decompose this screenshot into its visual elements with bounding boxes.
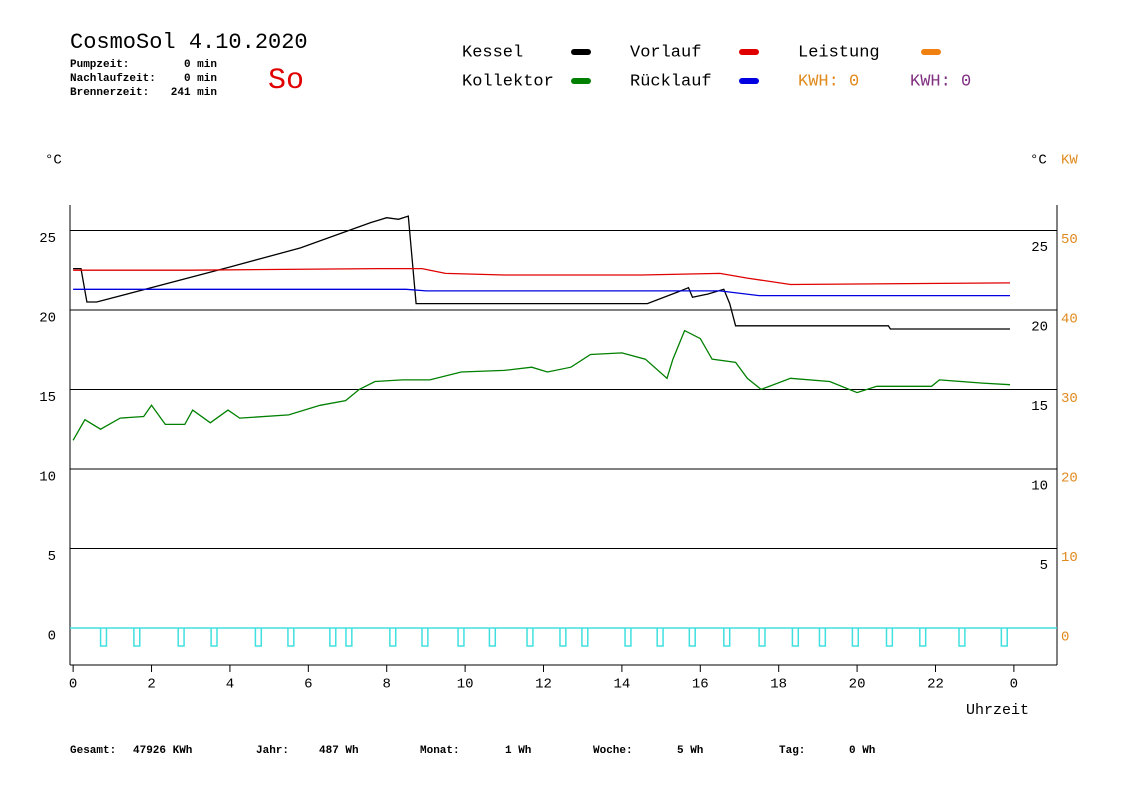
pump-pulse (1000, 627, 1008, 647)
stat-value: 0 min (184, 59, 217, 71)
y2-tick-label: 50 (1061, 232, 1078, 248)
x-tick-label: 20 (849, 677, 866, 693)
pump-pulse (818, 627, 827, 647)
x-tick-label: 0 (69, 677, 77, 693)
pump-pulse (851, 627, 860, 647)
pump-pulse (210, 627, 218, 647)
series-line (72, 329, 1011, 441)
total-label: Gesamt: (70, 745, 116, 757)
y2-tick-label: 30 (1061, 391, 1078, 407)
x-tick-label: 8 (383, 677, 391, 693)
y-tick-label: 20 (39, 311, 56, 327)
day: So (268, 64, 304, 98)
total-value: 487 Wh (319, 745, 359, 757)
pump-pulse (723, 627, 731, 647)
pump-pulse (581, 627, 589, 647)
pump-pulse (254, 627, 263, 647)
total-label: Monat: (420, 745, 460, 757)
legend-label: Leistung (798, 43, 880, 62)
legend-label: Kollektor (462, 72, 554, 91)
pump-pulse (885, 627, 894, 647)
x-tick-label: 16 (692, 677, 709, 693)
pump-pulse (99, 627, 108, 647)
y-tick-label-right: 5 (1040, 558, 1048, 574)
pump-pulse (758, 627, 766, 647)
x-tick-label: 0 (1010, 677, 1018, 693)
y2-tick-label: 40 (1061, 312, 1078, 328)
x-tick-label: 14 (613, 677, 630, 693)
x-tick-label: 6 (304, 677, 312, 693)
pump-pulse (177, 627, 185, 647)
kwh-label: KWH: 0 (910, 72, 971, 91)
pump-pulse (791, 627, 800, 647)
total-label: Jahr: (256, 745, 289, 757)
y-tick-label: 0 (48, 629, 56, 645)
pump-pulse (421, 627, 429, 647)
stat-value: 0 min (184, 73, 217, 85)
pump-pulse (958, 627, 966, 647)
x-axis-label: Uhrzeit (966, 702, 1029, 719)
legend-label: Kessel (462, 43, 523, 62)
legend-label: Vorlauf (630, 43, 701, 62)
y-unit-right: °C (1030, 153, 1047, 169)
y-tick-label-right: 20 (1031, 320, 1048, 336)
kwh-label: KWH: 0 (798, 72, 859, 91)
series-line (73, 267, 1011, 286)
y-tick-label-right: 25 (1031, 240, 1048, 256)
pump-pulse (329, 627, 337, 647)
x-tick-label: 10 (457, 677, 474, 693)
pump-pulse (488, 627, 497, 647)
pump-pulse (287, 627, 295, 647)
x-tick-label: 4 (226, 677, 234, 693)
y-tick-label-right: 10 (1031, 479, 1048, 495)
total-label: Woche: (593, 745, 633, 757)
y2-unit: KW (1061, 153, 1078, 169)
y2-tick-label: 20 (1061, 471, 1078, 487)
total-value: 0 Wh (849, 745, 875, 757)
y-tick-label: 25 (39, 231, 56, 247)
y-tick-label-right: 15 (1031, 399, 1048, 415)
total-label: Tag: (779, 745, 805, 757)
total-value: 47926 KWh (133, 745, 192, 757)
stat-label: Brennerzeit: (70, 87, 149, 99)
stat-label: Nachlaufzeit: (70, 73, 156, 85)
stat-label: Pumpzeit: (70, 59, 129, 71)
y-tick-label: 10 (39, 470, 56, 486)
pump-pulse (457, 627, 465, 647)
pump-pulse (919, 627, 927, 647)
pump-pulse (656, 627, 664, 647)
pump-pulse (559, 627, 567, 647)
total-value: 5 Wh (677, 745, 703, 757)
chart-title: CosmoSol 4.10.2020 (70, 30, 308, 55)
y-tick-label: 5 (48, 549, 56, 565)
series-line (73, 215, 1010, 330)
legend-label: Rücklauf (630, 72, 712, 91)
pump-pulse (133, 627, 141, 647)
series-line (73, 288, 1010, 297)
pump-pulse (624, 627, 632, 647)
pump-pulse (526, 627, 534, 647)
pump-pulse (688, 627, 696, 647)
y2-tick-label: 10 (1061, 550, 1078, 566)
x-tick-label: 18 (770, 677, 787, 693)
x-tick-label: 2 (147, 677, 155, 693)
x-tick-label: 12 (535, 677, 552, 693)
total-value: 1 Wh (505, 745, 531, 757)
y-tick-label: 15 (39, 390, 56, 406)
stat-value: 241 min (171, 87, 217, 99)
pump-pulse (345, 627, 353, 647)
y2-tick-label: 0 (1061, 630, 1069, 646)
y-unit: °C (45, 153, 62, 169)
x-tick-label: 22 (927, 677, 944, 693)
pump-pulse (389, 627, 397, 647)
